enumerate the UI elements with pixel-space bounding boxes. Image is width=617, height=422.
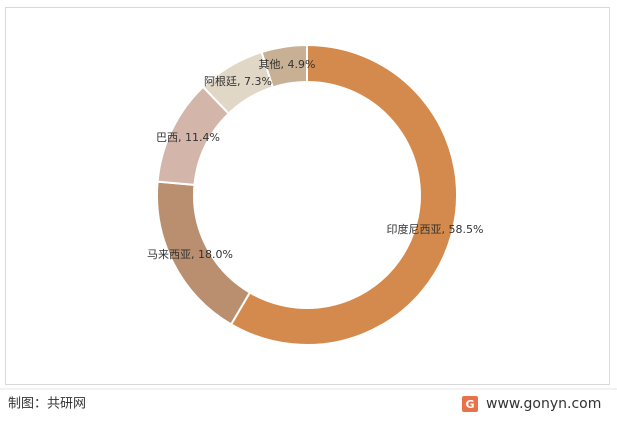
data-label: 阿根廷, 7.3%	[204, 74, 272, 88]
data-label: 印度尼西亚, 58.5%	[387, 222, 484, 236]
data-label: 巴西, 11.4%	[156, 131, 220, 144]
logo: G	[462, 396, 478, 412]
data-label: 马来西亚, 18.0%	[147, 248, 233, 261]
website: www.gonyn.com	[486, 396, 601, 412]
data-label: 其他, 4.9%	[259, 58, 316, 71]
source: 制图：共研网	[8, 397, 86, 412]
donut-slice	[260, 43, 308, 89]
svg-text:G: G	[465, 398, 474, 411]
donut-slice	[229, 43, 458, 346]
